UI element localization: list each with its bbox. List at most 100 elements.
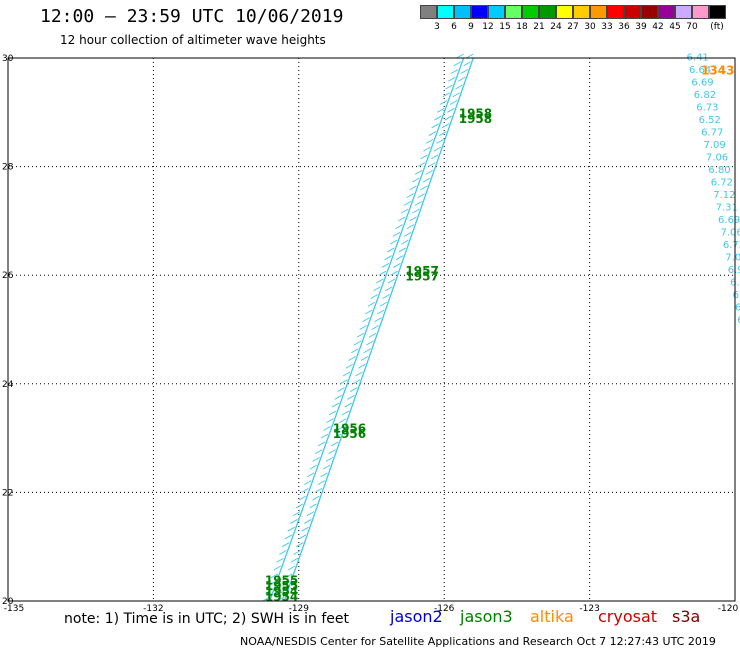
satellite-tracks (262, 53, 474, 602)
track-tick (314, 488, 323, 493)
track-tick (333, 433, 342, 439)
track-tick (301, 488, 309, 493)
mission-jason3: jason3 (460, 607, 513, 626)
track-tick (325, 456, 334, 462)
track-tick (287, 565, 296, 571)
track-tick (304, 519, 312, 524)
track-tick (293, 550, 301, 555)
legend-label: 39 (635, 22, 647, 32)
plot-frame (7, 57, 736, 602)
swh-value: 6.72 (711, 178, 733, 189)
x-tick-label: -129 (289, 604, 310, 614)
legend-swatch (607, 5, 624, 19)
track-tick (428, 131, 437, 136)
x-tick-label: -135 (4, 604, 24, 614)
track-tick (431, 123, 439, 129)
legend-swatch (471, 5, 488, 19)
swh-value: 6.80 (708, 165, 730, 176)
track-tick (439, 100, 448, 105)
track-tick (414, 169, 423, 175)
track-tick (436, 107, 445, 113)
legend-swatch (420, 5, 437, 19)
track-tick (403, 200, 412, 206)
track-tick (420, 154, 428, 160)
swh-value: 7.06 (706, 153, 728, 164)
legend-swatch (488, 5, 505, 19)
track-tick (345, 363, 354, 369)
track-tick (423, 146, 431, 152)
legend-swatch (437, 5, 454, 19)
time-label: 1958 (459, 107, 492, 121)
track-tick (406, 193, 414, 199)
track-tick (428, 162, 436, 167)
track-tick (417, 162, 426, 167)
track-tick (282, 581, 290, 586)
x-tick-label: -132 (143, 604, 163, 614)
track-tick (453, 61, 462, 67)
y-tick-label: 20 (2, 597, 14, 607)
track-tick (444, 115, 452, 121)
track-tick (378, 270, 387, 276)
track-tick (392, 232, 401, 237)
legend-label: 24 (550, 22, 562, 32)
track-tick (323, 425, 331, 431)
swh-value: 6.2 (737, 315, 740, 326)
time-label: 1954 (265, 590, 298, 604)
legend-label: 45 (669, 22, 681, 32)
track-tick (359, 325, 367, 330)
track-tick (301, 526, 309, 532)
swh-labels: 6.416.646.696.826.736.526.777.097.066.80… (687, 53, 740, 339)
track-tick (277, 596, 285, 602)
track-tick (456, 53, 464, 59)
legend-label: 12 (482, 22, 494, 32)
track-tick (340, 379, 348, 385)
swh-value: 6.52 (699, 115, 721, 126)
track-tick (398, 247, 406, 253)
track-tick (398, 216, 406, 222)
legend-swatch (692, 5, 709, 19)
time-label: 1956 (333, 422, 366, 436)
track-tick (373, 286, 381, 292)
legend-label: 42 (652, 22, 664, 32)
mission-s3a: s3a (672, 607, 701, 626)
track-tick (334, 394, 342, 400)
track-tick (447, 107, 455, 113)
legend-label: 33 (601, 22, 613, 32)
track-tick (457, 76, 466, 82)
track-tick (304, 480, 312, 486)
track-tick (439, 131, 447, 136)
swh-value: 6.72 (723, 240, 740, 251)
track-tick (349, 387, 358, 392)
track-tick (367, 301, 376, 307)
time-label: 1957 (405, 264, 438, 278)
track-tick (262, 596, 270, 602)
x-tick-label: -123 (579, 604, 599, 614)
legend-swatch (522, 5, 539, 19)
track-tick (284, 534, 293, 540)
track-tick (403, 232, 412, 237)
track-tick (371, 325, 379, 330)
track-tick (268, 581, 276, 586)
track-tick (285, 573, 293, 579)
track-tick (370, 294, 378, 299)
track-tick (348, 356, 356, 361)
track-tick (341, 410, 350, 416)
track-tick (384, 255, 392, 261)
track-tick (445, 84, 453, 90)
credit-line: NOAA/NESDIS Center for Satellite Applica… (240, 635, 716, 648)
swh-value: 7.31 (716, 203, 738, 214)
chart-title: 12:00 – 23:59 UTC 10/06/2019 (40, 6, 344, 27)
track-tick (368, 332, 377, 338)
track-tick (452, 92, 461, 98)
track-tick (430, 154, 439, 160)
track-tick (385, 286, 393, 292)
legend-label: 9 (468, 22, 474, 32)
track-tick (389, 239, 398, 245)
track-tick (395, 224, 403, 230)
legend-label: 18 (516, 22, 528, 32)
legend-labels: 3 6 9 12 15 18 21 24 27 30 33 36 39 42 45 70 (ft) (420, 22, 726, 34)
time-label: 1343 (701, 63, 734, 77)
grid (8, 58, 735, 601)
track-tick (376, 278, 384, 284)
track-tick (425, 169, 433, 175)
